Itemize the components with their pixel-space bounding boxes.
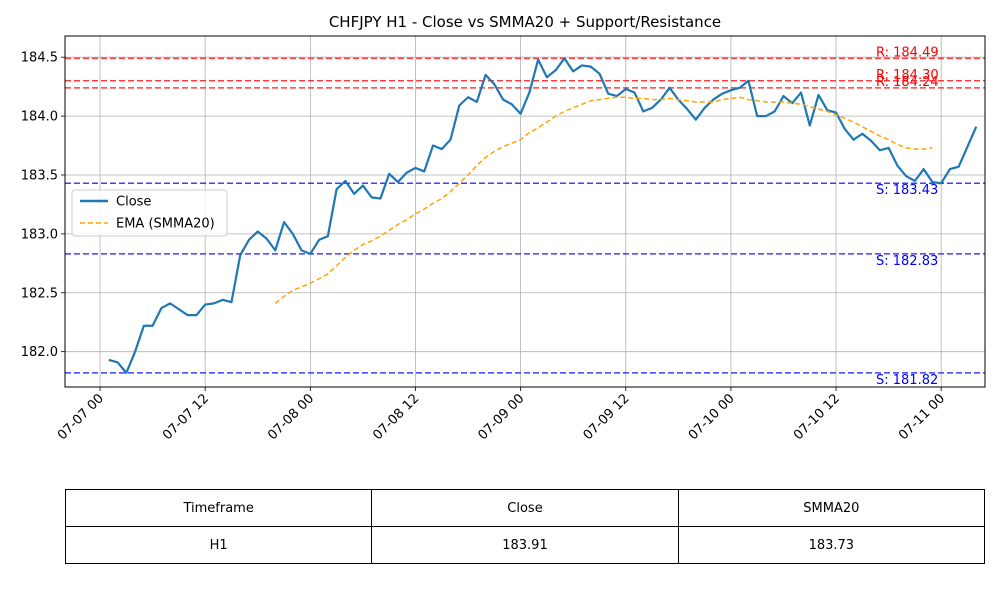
y-tick-label: 183.5 bbox=[21, 168, 58, 183]
x-tick-label: 07-11 00 bbox=[896, 391, 948, 443]
legend: Close EMA (SMMA20) bbox=[71, 189, 228, 237]
support-label: S: 183.43 bbox=[876, 183, 938, 198]
resistance-label: R: 184.49 bbox=[876, 45, 939, 60]
table-cell-close: 183.91 bbox=[371, 526, 679, 564]
resistance-label: R: 184.30 bbox=[876, 68, 939, 83]
y-tick-label: 183.0 bbox=[21, 227, 58, 242]
series-lines bbox=[108, 57, 978, 374]
legend-box bbox=[71, 189, 228, 237]
table-header-row: Timeframe Close SMMA20 bbox=[64, 489, 986, 527]
x-tick-label: 07-09 00 bbox=[476, 391, 528, 443]
y-axis: 182.0 182.5 183.0 183.5 184.0 184.5 bbox=[21, 51, 65, 360]
y-tick-label: 184.0 bbox=[21, 110, 58, 125]
resistance-label: R: 184.24 bbox=[876, 75, 939, 90]
x-tick-label: 07-10 00 bbox=[686, 391, 738, 443]
support-label: S: 182.83 bbox=[876, 254, 938, 269]
support-resistance-lines bbox=[65, 57, 985, 374]
plot-frame bbox=[64, 35, 986, 388]
legend-label-smma: EMA (SMMA20) bbox=[116, 217, 215, 232]
chart-title: CHFJPY H1 - Close vs SMMA20 + Support/Re… bbox=[329, 13, 721, 31]
table-row: H1 183.91 183.73 bbox=[64, 526, 986, 564]
smma20-line bbox=[274, 96, 933, 304]
table-cell-timeframe: H1 bbox=[64, 526, 373, 564]
x-tick-label: 07-10 12 bbox=[791, 391, 843, 443]
x-tick-label: 07-07 12 bbox=[160, 391, 212, 443]
support-label: S: 181.82 bbox=[876, 373, 938, 388]
table-header-cell: Close bbox=[371, 489, 679, 527]
summary-table: Timeframe Close SMMA20 H1 183.91 183.73 bbox=[64, 489, 986, 564]
y-tick-label: 182.5 bbox=[21, 286, 58, 301]
table-header-cell: SMMA20 bbox=[677, 489, 986, 527]
legend-label-close: Close bbox=[116, 195, 151, 210]
chart: R: 184.49 R: 184.30R: 184.24 S: 183.43 S: 1… bbox=[21, 13, 986, 443]
table-header-cell: Timeframe bbox=[64, 489, 373, 527]
x-tick-label: 07-07 00 bbox=[55, 391, 107, 443]
y-tick-label: 182.0 bbox=[21, 345, 58, 360]
close-price-line bbox=[108, 57, 978, 374]
x-tick-label: 07-09 12 bbox=[581, 391, 633, 443]
level-labels: R: 184.49 R: 184.30R: 184.24 S: 183.43 S: 1… bbox=[876, 45, 939, 387]
y-tick-label: 184.5 bbox=[21, 51, 58, 66]
x-tick-label: 07-08 00 bbox=[265, 391, 317, 443]
x-axis: 07-07 00 07-07 12 07-08 00 07-08 12 07-09 00… bbox=[55, 387, 948, 443]
x-tick-label: 07-08 12 bbox=[370, 391, 422, 443]
table-cell-smma20: 183.73 bbox=[677, 526, 986, 564]
